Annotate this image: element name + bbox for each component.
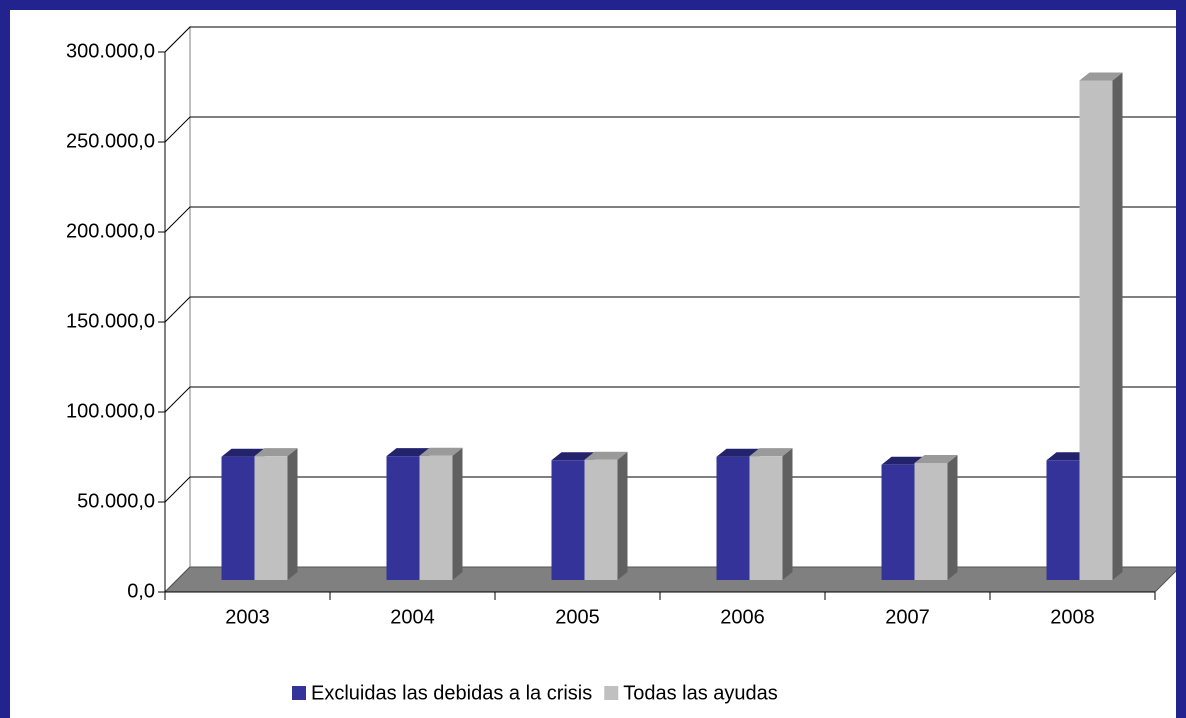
grid-line [164, 386, 1176, 413]
bar-face [254, 448, 298, 457]
bar-face [386, 456, 420, 580]
x-tick-label: 2007 [885, 606, 930, 628]
y-tick-label: 50.000,0 [77, 490, 155, 512]
y-tick-label: 0,0 [127, 580, 155, 602]
bar [584, 451, 628, 580]
bar-face [914, 463, 948, 580]
bar-face [221, 448, 265, 457]
x-tick-label: 2008 [1050, 606, 1095, 628]
y-tick-label: 250.000,0 [66, 130, 155, 152]
bar-face [551, 452, 595, 461]
x-tick-label: 2006 [720, 606, 765, 628]
bar-face [749, 448, 793, 457]
bar [254, 448, 298, 580]
bar-face [419, 447, 463, 456]
bar-face [419, 455, 453, 580]
y-tick-label: 100.000,0 [66, 400, 155, 422]
bar-face [254, 456, 288, 580]
bar-face [716, 456, 750, 580]
bar-face [947, 455, 958, 580]
y-tick-label: 200.000,0 [66, 220, 155, 242]
grid-line [164, 296, 1176, 323]
bar [914, 455, 958, 580]
bar-face [749, 456, 783, 580]
bar-face [617, 451, 628, 580]
bar-face [881, 456, 925, 465]
grid-line [164, 476, 1176, 503]
bar-face [1079, 80, 1113, 580]
bar [1079, 72, 1123, 580]
bar-face [1112, 72, 1123, 580]
bar-face [1046, 460, 1080, 580]
chart: 0,0 50.000,0 100.000,0 150.000,0 200.000,0 25… [10, 10, 1176, 718]
bar-face [716, 448, 760, 457]
legend-label: Excluidas las debidas a la crisis [311, 682, 592, 704]
bar-face [584, 451, 628, 460]
bar-face [551, 460, 585, 580]
legend-swatch [292, 686, 306, 700]
grid-line [164, 206, 1176, 233]
bar-face [584, 459, 618, 580]
bar-face [1046, 452, 1090, 461]
bar-face [914, 455, 958, 463]
y-tick-label: 150.000,0 [66, 310, 155, 332]
grid-line [164, 26, 1176, 53]
bar-face [881, 464, 915, 580]
bar-face [386, 448, 430, 457]
bar [749, 448, 793, 580]
x-tick-label: 2004 [390, 606, 435, 628]
grid-line [164, 116, 1176, 143]
bar-face [221, 456, 255, 580]
bar-face [452, 447, 463, 580]
bar-face [782, 448, 793, 580]
legend-label: Todas las ayudas [623, 682, 778, 704]
floor [163, 566, 1176, 593]
bar-face [1079, 72, 1123, 81]
bar-face [287, 448, 298, 580]
x-tick-label: 2005 [555, 606, 600, 628]
y-tick-label: 300.000,0 [66, 40, 155, 62]
bar [419, 447, 463, 580]
legend-swatch [604, 686, 619, 700]
x-tick-label: 2003 [225, 606, 270, 628]
